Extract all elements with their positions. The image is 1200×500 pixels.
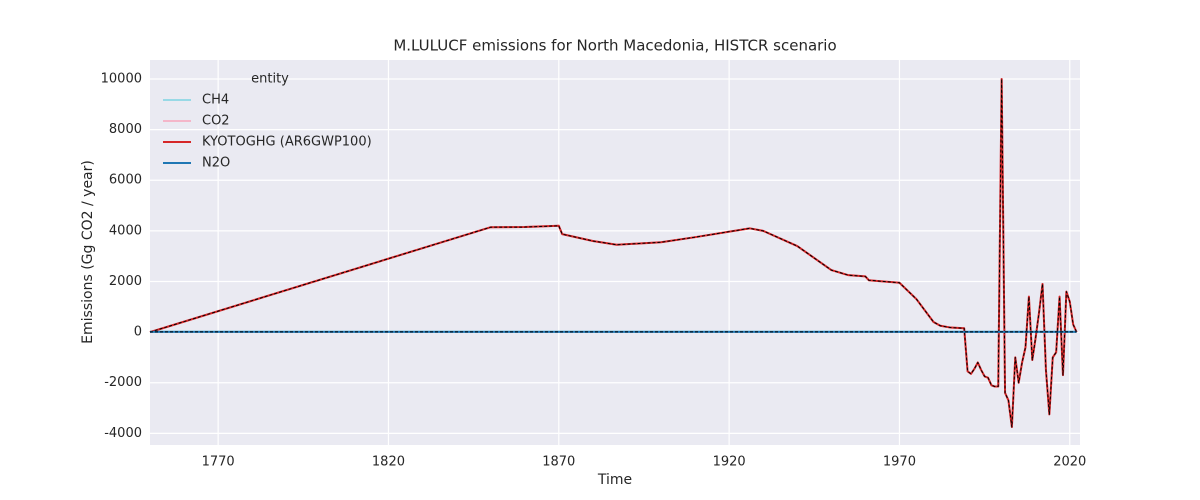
x-tick-label: 1820 — [372, 455, 405, 470]
y-tick-label: 2000 — [109, 274, 142, 289]
x-tick-label: 1770 — [202, 455, 235, 470]
y-tick-label: 8000 — [109, 122, 142, 137]
x-axis-label: Time — [597, 472, 632, 488]
x-tick-label: 1870 — [542, 455, 575, 470]
legend: entity CH4 CO2 KYOTOGHG (AR6GWP100) N2O — [163, 72, 372, 171]
legend-title: entity — [251, 72, 289, 87]
x-tick-label: 1970 — [883, 455, 916, 470]
y-tick-label: 10000 — [101, 71, 142, 86]
lines — [149, 77, 1078, 429]
x-tick-label: 1920 — [713, 455, 746, 470]
y-tick-label: -2000 — [104, 375, 142, 390]
legend-label: CO2 — [202, 114, 230, 129]
grid — [150, 60, 1080, 445]
y-tick-label: 6000 — [109, 173, 142, 188]
y-tick-label: -4000 — [104, 426, 142, 441]
y-tick-label: 0 — [134, 325, 142, 340]
plot-area — [150, 60, 1080, 445]
y-axis-label: Emissions (Gg CO2 / year) — [80, 160, 96, 344]
series-line-dashed — [149, 78, 1078, 428]
legend-label: CH4 — [202, 93, 229, 108]
legend-label: N2O — [202, 156, 230, 171]
y-tick-label: 4000 — [109, 223, 142, 238]
chart-title: M.LULUCF emissions for North Macedonia, … — [393, 37, 836, 55]
x-tick-label: 2020 — [1053, 455, 1086, 470]
legend-label: KYOTOGHG (AR6GWP100) — [202, 135, 372, 150]
